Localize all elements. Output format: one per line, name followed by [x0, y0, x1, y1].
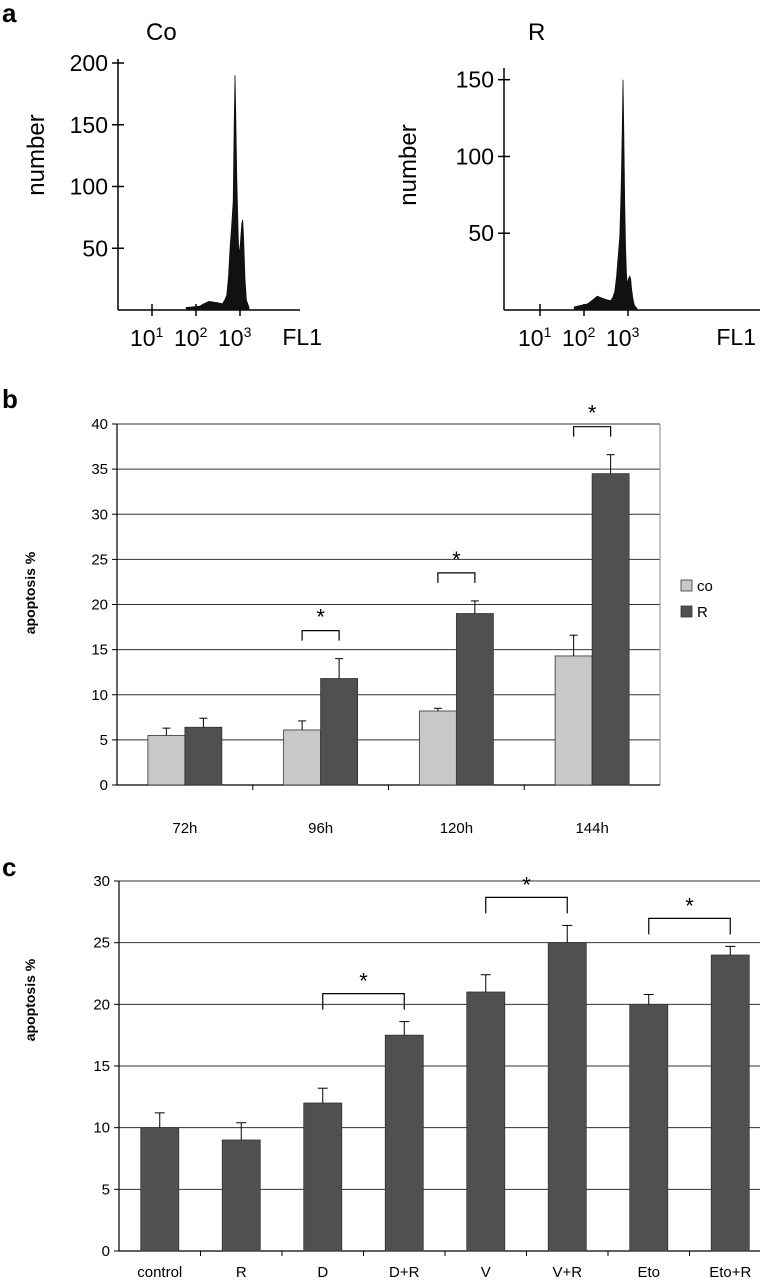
y-tick-label: 35 — [91, 461, 108, 478]
panel-label-b: b — [2, 384, 18, 414]
y-tick-label: 50 — [82, 235, 108, 261]
histogram-area — [573, 79, 638, 311]
y-tick-label: 0 — [102, 1243, 110, 1260]
y-axis-label: apoptosis % — [22, 551, 38, 634]
y-axis-label: number — [23, 114, 50, 195]
significance-bracket — [322, 993, 405, 1010]
histogram-area — [185, 75, 250, 311]
significance-bracket — [573, 426, 612, 437]
bar — [710, 954, 750, 1252]
x-axis-label: FL1 — [282, 324, 322, 350]
x-tick-label: 103 — [218, 324, 252, 351]
y-tick-label: 0 — [100, 777, 108, 794]
bar — [140, 1127, 180, 1252]
x-tick-label: 101 — [518, 324, 552, 351]
y-tick-label: 20 — [93, 996, 110, 1013]
bar — [455, 613, 494, 786]
y-tick-label: 150 — [70, 112, 108, 138]
x-tick-label: R — [236, 1264, 247, 1281]
y-tick-label: 15 — [91, 642, 108, 659]
bar — [221, 1139, 261, 1252]
legend-swatch — [680, 579, 693, 592]
bar — [591, 473, 630, 786]
histogram-title: R — [528, 19, 545, 46]
legend-label: co — [697, 578, 713, 595]
bar — [283, 729, 322, 786]
x-tick-label: D+R — [389, 1264, 420, 1281]
y-axis-label: number — [395, 124, 422, 205]
significance-marker: * — [359, 969, 368, 994]
bar-chart-time-course: apoptosis % 0 5 10 15 20 25 30 35 40 72h 96h 120h 14… — [22, 401, 713, 837]
y-tick-label: 20 — [91, 597, 108, 614]
significance-bracket — [301, 630, 340, 641]
y-tick-label: 10 — [91, 687, 108, 704]
bar-chart-treatments: apoptosis % 0 5 10 15 20 25 30 control R D D+R V V+R… — [22, 872, 760, 1281]
x-tick-label: 72h — [172, 820, 197, 837]
bar — [147, 734, 186, 786]
histogram-r: R number FL1 50 100 150 101 102 103 — [395, 19, 760, 351]
x-axis-label: FL1 — [716, 324, 756, 350]
bar — [466, 991, 506, 1252]
legend-swatch — [680, 605, 693, 618]
y-tick-label: 5 — [100, 732, 108, 749]
y-tick-label: 150 — [456, 67, 494, 93]
y-tick-label: 200 — [70, 50, 108, 76]
significance-marker: * — [316, 605, 325, 630]
y-axis-label: apoptosis % — [22, 958, 38, 1041]
y-tick-label: 50 — [468, 220, 494, 246]
bar — [384, 1034, 424, 1252]
y-tick-label: 25 — [93, 935, 110, 952]
significance-marker: * — [588, 401, 597, 426]
significance-bracket — [648, 917, 731, 935]
y-tick-label: 25 — [91, 551, 108, 568]
y-tick-label: 30 — [93, 873, 110, 890]
x-tick-label: V — [481, 1264, 491, 1281]
y-tick-label: 100 — [456, 143, 494, 169]
y-tick-label: 30 — [91, 506, 108, 523]
x-tick-label: Eto — [637, 1264, 660, 1281]
significance-marker: * — [685, 893, 694, 918]
x-tick-label: 102 — [562, 324, 596, 351]
significance-bracket — [485, 896, 568, 914]
y-tick-label: 15 — [93, 1058, 110, 1075]
x-tick-label: Eto+R — [709, 1264, 751, 1281]
bar — [320, 678, 359, 786]
significance-marker: * — [522, 872, 531, 897]
panel-label-c: c — [2, 852, 16, 882]
y-tick-label: 5 — [102, 1181, 110, 1198]
x-tick-label: 102 — [174, 324, 208, 351]
x-tick-label: V+R — [552, 1264, 582, 1281]
bar — [547, 942, 587, 1252]
significance-marker: * — [452, 547, 461, 572]
x-tick-label: 96h — [308, 820, 333, 837]
x-tick-label: 144h — [575, 820, 608, 837]
x-tick-label: 103 — [606, 324, 640, 351]
y-tick-label: 10 — [93, 1120, 110, 1137]
x-tick-label: D — [317, 1264, 328, 1281]
histogram-title: Co — [146, 19, 177, 46]
legend-label: R — [697, 604, 708, 621]
y-tick-label: 100 — [70, 174, 108, 200]
x-tick-label: control — [137, 1264, 182, 1281]
bar — [629, 1003, 669, 1252]
bar — [418, 710, 457, 786]
panel-label-a: a — [2, 0, 17, 28]
bar — [554, 655, 593, 786]
x-tick-label: 101 — [130, 324, 164, 351]
histogram-co: Co number FL1 50 100 150 200 101 102 103 — [23, 19, 322, 351]
significance-bracket — [437, 572, 476, 583]
x-tick-label: 120h — [440, 820, 473, 837]
bar — [303, 1102, 343, 1252]
bar — [184, 726, 223, 786]
y-tick-label: 40 — [91, 416, 108, 433]
